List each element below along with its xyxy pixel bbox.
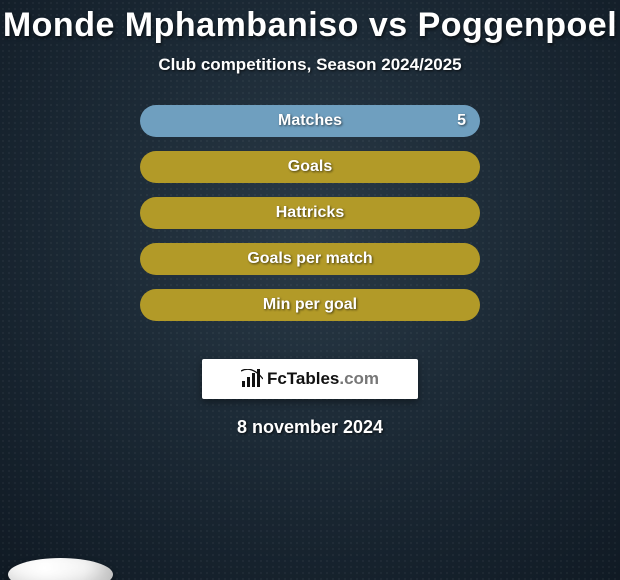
fctables-label: FcTables.com: [267, 369, 379, 389]
comparison-widget: Monde Mphambaniso vs Poggenpoel Club com…: [0, 0, 620, 580]
stat-label: Matches: [140, 105, 480, 137]
stat-label: Hattricks: [140, 197, 480, 229]
stat-row: Min per goal: [140, 289, 480, 321]
comparison-area: Matches5 Goals Hattricks Goals per match Min…: [0, 105, 620, 345]
brand-suffix: .com: [339, 369, 379, 388]
bar-chart-icon: [241, 369, 263, 389]
stat-rows: Matches5 Goals Hattricks Goals per match Min…: [140, 105, 480, 335]
stat-value-right: 5: [457, 105, 466, 137]
stat-label: Goals per match: [140, 243, 480, 275]
fctables-badge[interactable]: FcTables.com: [202, 359, 418, 399]
stat-row: Goals per match: [140, 243, 480, 275]
date-line: 8 november 2024: [0, 417, 620, 438]
page-title: Monde Mphambaniso vs Poggenpoel: [0, 0, 620, 45]
stat-row: Matches5: [140, 105, 480, 137]
stat-row: Goals: [140, 151, 480, 183]
stat-label: Min per goal: [140, 289, 480, 321]
stat-row: Hattricks: [140, 197, 480, 229]
subtitle: Club competitions, Season 2024/2025: [0, 55, 620, 75]
stat-label: Goals: [140, 151, 480, 183]
brand-strong: FcTables: [267, 369, 339, 388]
